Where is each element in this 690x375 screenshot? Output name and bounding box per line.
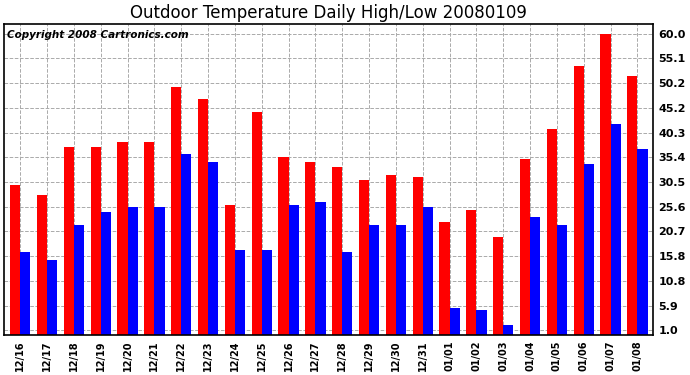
Bar [413, 177, 423, 335]
Bar [20, 252, 30, 335]
Bar [288, 205, 299, 335]
Bar [101, 212, 111, 335]
Bar [584, 165, 594, 335]
Bar [466, 210, 476, 335]
Bar [305, 162, 315, 335]
Bar [117, 142, 128, 335]
Bar [503, 325, 513, 335]
Bar [450, 308, 460, 335]
Bar [342, 252, 353, 335]
Bar [144, 142, 155, 335]
Bar [315, 202, 326, 335]
Bar [530, 217, 540, 335]
Title: Outdoor Temperature Daily High/Low 20080109: Outdoor Temperature Daily High/Low 20080… [130, 4, 527, 22]
Bar [171, 87, 181, 335]
Bar [208, 162, 218, 335]
Bar [440, 222, 450, 335]
Bar [611, 124, 621, 335]
Bar [225, 205, 235, 335]
Bar [90, 147, 101, 335]
Bar [369, 225, 380, 335]
Bar [359, 180, 369, 335]
Bar [396, 225, 406, 335]
Bar [74, 225, 84, 335]
Bar [47, 260, 57, 335]
Bar [10, 184, 20, 335]
Bar [573, 66, 584, 335]
Bar [493, 237, 503, 335]
Text: Copyright 2008 Cartronics.com: Copyright 2008 Cartronics.com [8, 30, 189, 40]
Bar [332, 167, 342, 335]
Bar [423, 207, 433, 335]
Bar [557, 225, 567, 335]
Bar [262, 250, 272, 335]
Bar [155, 207, 165, 335]
Bar [252, 112, 262, 335]
Bar [278, 157, 288, 335]
Bar [37, 195, 47, 335]
Bar [198, 99, 208, 335]
Bar [63, 147, 74, 335]
Bar [235, 250, 245, 335]
Bar [600, 34, 611, 335]
Bar [386, 174, 396, 335]
Bar [520, 159, 530, 335]
Bar [181, 154, 191, 335]
Bar [546, 129, 557, 335]
Bar [128, 207, 138, 335]
Bar [638, 149, 648, 335]
Bar [627, 76, 638, 335]
Bar [476, 310, 486, 335]
